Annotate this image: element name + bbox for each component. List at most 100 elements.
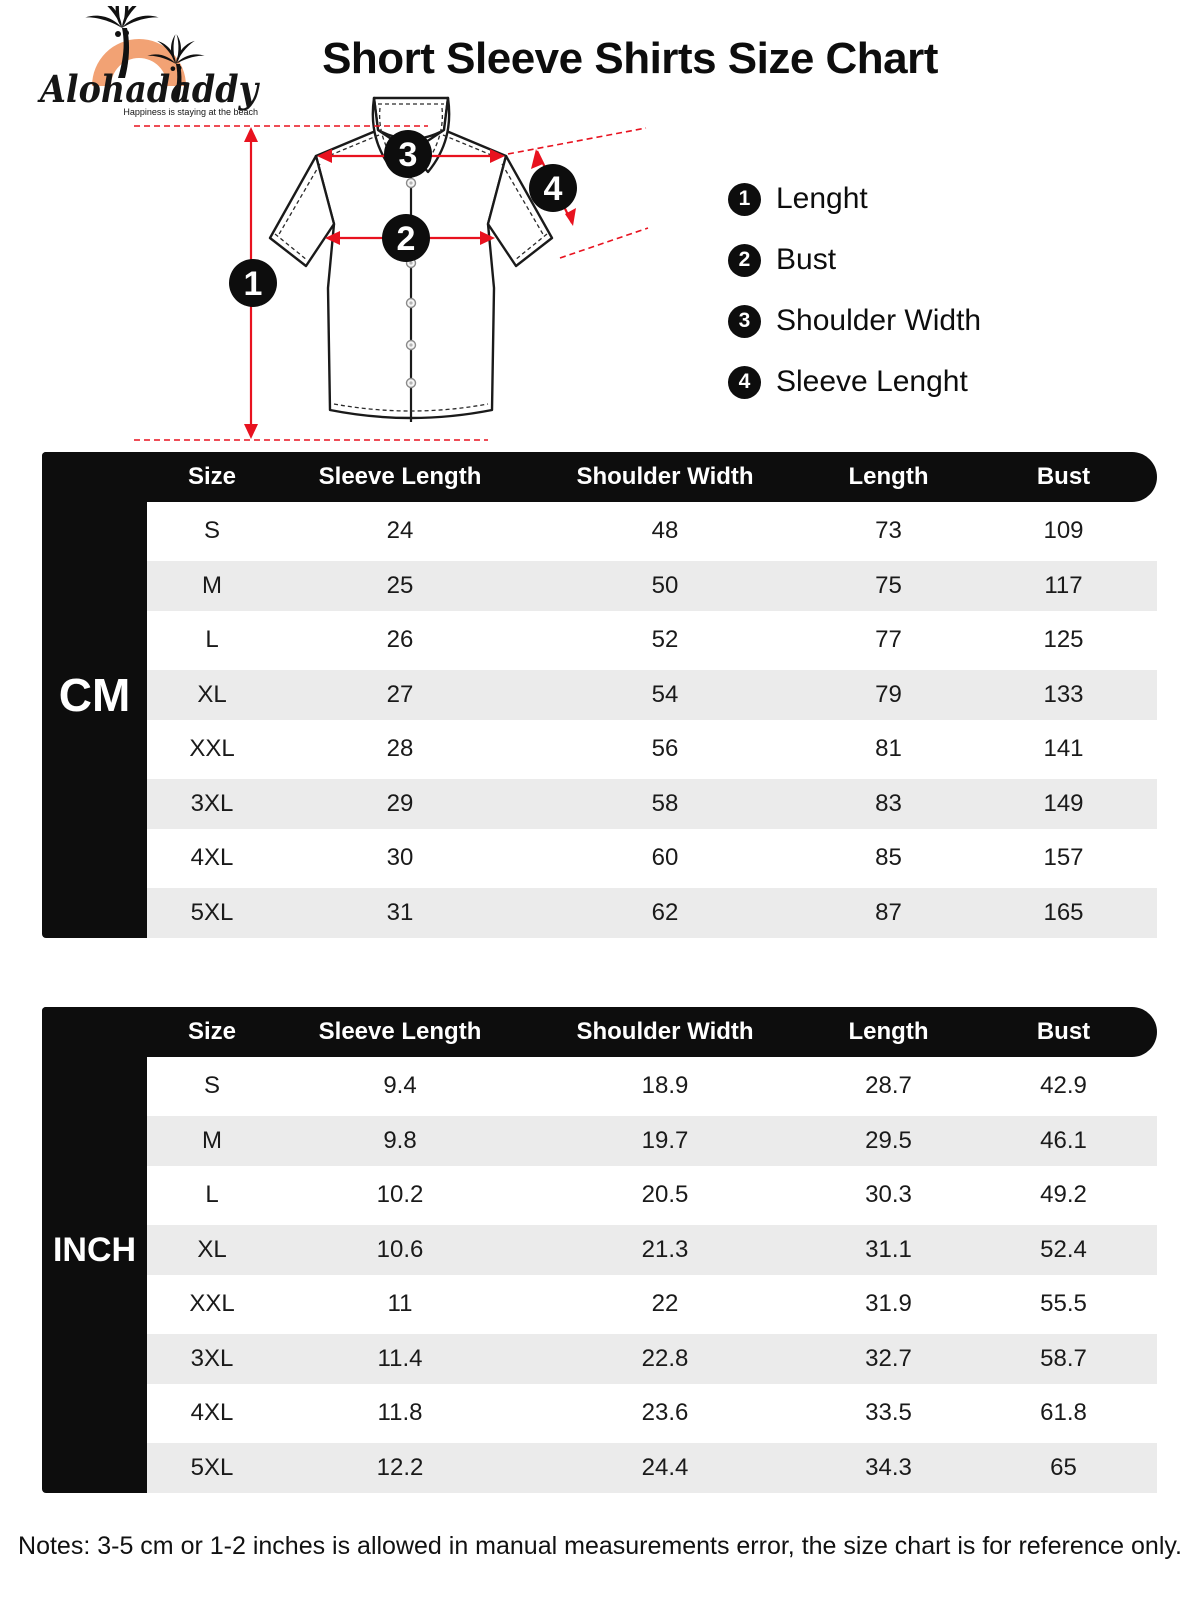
bust-cell: 65 — [1050, 1453, 1077, 1481]
sleeve-length-cell: 10.6 — [376, 1235, 424, 1263]
length-cell: 77 — [875, 626, 902, 654]
marker-4: 4 — [544, 170, 563, 208]
length-cell: 83 — [875, 789, 902, 817]
legend-item-sleeve-length: 4 Sleeve Lenght — [728, 365, 981, 399]
shoulder-width-cell: 62 — [651, 898, 679, 926]
bust-cell: 58.7 — [1040, 1344, 1087, 1372]
size-cell: 5XL — [190, 1453, 234, 1481]
inch-size-table: INCH Size Sleeve Length Shoulder Width L… — [42, 1007, 1157, 1493]
length-cell: 31.9 — [865, 1290, 912, 1318]
bust-cell: 61.8 — [1040, 1399, 1087, 1427]
length-cell: 29.5 — [865, 1126, 912, 1154]
table-row: M 25 50 75 117 — [147, 560, 1157, 611]
column-header-bust: Bust — [1036, 1018, 1091, 1045]
size-cell: L — [205, 1181, 219, 1209]
table-row: XXL 11 22 31.9 55.5 — [147, 1279, 1157, 1330]
shoulder-width-cell: 21.3 — [641, 1235, 689, 1263]
table-row: 5XL 31 62 87 165 — [147, 887, 1157, 938]
length-cell: 87 — [875, 898, 902, 926]
size-cell: XL — [197, 680, 227, 708]
table-row: L 26 52 77 125 — [147, 615, 1157, 666]
size-cell: L — [205, 626, 219, 654]
measurement-legend: 1 Lenght 2 Bust 3 Shoulder Width 4 Sleev… — [728, 182, 981, 426]
sleeve-length-cell: 11 — [387, 1290, 413, 1318]
sleeve-length-cell: 27 — [386, 680, 414, 708]
legend-label: Lenght — [776, 182, 868, 215]
table-row: 3XL 11.4 22.8 32.7 58.7 — [147, 1333, 1157, 1384]
column-header-shoulder-width: Shoulder Width — [576, 463, 754, 490]
size-cell: 3XL — [190, 1344, 234, 1372]
length-cell: 30.3 — [865, 1181, 912, 1209]
column-header-length: Length — [848, 463, 929, 490]
sleeve-length-cell: 26 — [386, 626, 414, 654]
page-title: Short Sleeve Shirts Size Chart — [322, 34, 938, 83]
column-header-bust: Bust — [1036, 463, 1091, 490]
legend-label: Sleeve Lenght — [776, 365, 968, 398]
shoulder-width-cell: 48 — [651, 517, 679, 545]
table-row: M 9.8 19.7 29.5 46.1 — [147, 1115, 1157, 1166]
legend-number-badge: 2 — [728, 243, 761, 277]
bust-cell: 109 — [1043, 517, 1084, 545]
size-cell: S — [203, 1072, 220, 1100]
brand-logo: Alohadaddy Happiness is staying at the b… — [37, 6, 260, 117]
legend-number-badge: 3 — [728, 304, 761, 338]
unit-label-inch: INCH — [52, 1230, 137, 1269]
column-header-sleeve-length: Sleeve Length — [318, 463, 482, 490]
inch-table-header: Size Sleeve Length Shoulder Width Length… — [42, 1007, 1157, 1057]
column-header-shoulder-width: Shoulder Width — [576, 1018, 754, 1045]
size-cell: S — [203, 517, 220, 545]
palm-tree-icon — [85, 6, 159, 78]
length-cell: 75 — [875, 571, 902, 599]
length-cell: 79 — [875, 680, 902, 708]
cm-table-rows: S 24 48 73 109 M 25 50 75 117 L 26 52 77… — [147, 506, 1157, 938]
size-cell: XXL — [189, 735, 235, 763]
brand-wordmark: Alohadaddy — [37, 67, 260, 111]
shoulder-width-cell: 54 — [651, 680, 679, 708]
shoulder-width-cell: 52 — [651, 626, 679, 654]
sleeve-length-cell: 30 — [386, 844, 414, 872]
shoulder-width-cell: 58 — [651, 789, 679, 817]
sleeve-length-cell: 29 — [386, 789, 414, 817]
table-row: 4XL 30 60 85 157 — [147, 833, 1157, 884]
bust-cell: 165 — [1043, 898, 1084, 926]
cm-unit-sidebar: CM — [42, 452, 147, 938]
size-cell: 4XL — [190, 1399, 234, 1427]
table-row: XL 10.6 21.3 31.1 52.4 — [147, 1224, 1157, 1275]
length-cell: 81 — [875, 735, 902, 763]
measurement-markers: 1 2 3 4 — [229, 130, 577, 307]
inch-table-rows: S 9.4 18.9 28.7 42.9 M 9.8 19.7 29.5 46.… — [147, 1061, 1157, 1493]
inch-unit-sidebar: INCH — [42, 1007, 147, 1493]
legend-item-shoulder-width: 3 Shoulder Width — [728, 304, 981, 338]
length-cell: 32.7 — [865, 1344, 912, 1372]
length-cell: 31.1 — [865, 1235, 912, 1263]
shirt-measurement-diagram: 1 2 3 4 — [134, 96, 649, 441]
bust-cell: 46.1 — [1040, 1126, 1087, 1154]
length-cell: 85 — [875, 844, 902, 872]
sleeve-length-cell: 12.2 — [376, 1453, 424, 1481]
bust-cell: 157 — [1043, 844, 1084, 872]
length-cell: 34.3 — [865, 1453, 912, 1481]
legend-item-length: 1 Lenght — [728, 182, 981, 216]
sleeve-length-cell: 31 — [386, 898, 414, 926]
length-cell: 28.7 — [865, 1072, 912, 1100]
table-row: 3XL 29 58 83 149 — [147, 778, 1157, 829]
size-cell: XL — [197, 1235, 227, 1263]
shoulder-width-cell: 18.9 — [641, 1072, 689, 1100]
legend-label: Shoulder Width — [776, 304, 982, 337]
shoulder-width-cell: 60 — [651, 844, 679, 872]
legend-item-bust: 2 Bust — [728, 243, 981, 277]
shirt-drawing — [268, 96, 554, 422]
bust-cell: 42.9 — [1040, 1072, 1087, 1100]
size-cell: 3XL — [190, 789, 234, 817]
cm-table-header: Size Sleeve Length Shoulder Width Length… — [42, 452, 1157, 502]
notes-text: Notes: 3-5 cm or 1-2 inches is allowed i… — [18, 1532, 1182, 1560]
sleeve-length-cell: 9.4 — [383, 1072, 417, 1100]
size-cell: 4XL — [190, 844, 234, 872]
legend-number-badge: 1 — [728, 182, 761, 216]
shoulder-width-cell: 20.5 — [641, 1181, 689, 1209]
shoulder-width-cell: 22 — [651, 1290, 679, 1318]
palm-tree-icon — [147, 34, 205, 102]
table-row: L 10.2 20.5 30.3 49.2 — [147, 1170, 1157, 1221]
table-row: S 24 48 73 109 — [147, 506, 1157, 557]
column-header-length: Length — [848, 1018, 929, 1045]
